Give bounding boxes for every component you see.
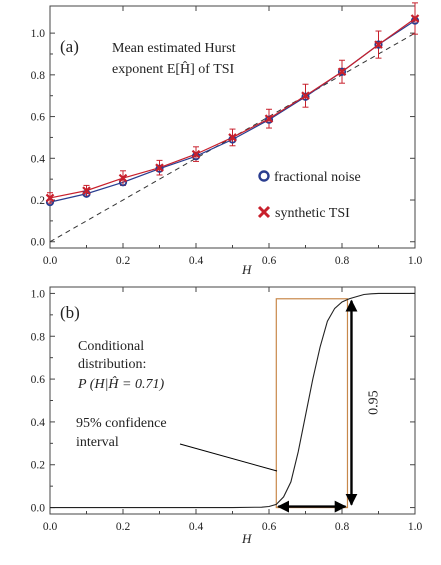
cross-stroke (264, 114, 274, 123)
panel-a-synthetic-tsi-point (155, 163, 164, 172)
panel-a-fractional-noise-point (374, 40, 383, 49)
panel-a-synthetic-tsi-point (191, 149, 201, 159)
panel-b-interval-label-line-1: 95% confidence (76, 416, 167, 431)
panel-a-synthetic-tsi-point (264, 114, 274, 123)
panel-a-synthetic-tsi-point (228, 133, 237, 142)
panel-a-synthetic-tsi-point (82, 186, 91, 195)
panel-b-label: (b) (60, 303, 80, 322)
cross-stroke (301, 91, 310, 100)
panel-b-xtick-label: 0.8 (335, 521, 350, 533)
panel-b-pointer-line (179, 443, 278, 472)
panel-b-interval-label-line-2: interval (76, 435, 119, 450)
panel-b-ytick-label: 0.2 (31, 460, 46, 472)
panel-a-annotation-line-1: Mean estimated Hurst (112, 41, 236, 56)
cross-stroke (155, 163, 164, 172)
cross-stroke (118, 173, 128, 183)
panel-b-ytick-label: 0.4 (31, 417, 46, 429)
panel-a-ytick-label: 0.2 (31, 195, 46, 207)
panel-b-annotation-line-2: distribution: (78, 357, 146, 372)
panel-b-xtick-label: 0.6 (262, 521, 277, 533)
panel-a-ytick-label: 0.6 (31, 112, 46, 124)
panel-b-ytick-label: 0.8 (31, 331, 46, 343)
panel-a-xtick-label: 0.8 (335, 255, 350, 267)
panel-b-xlabel: H (241, 531, 252, 546)
cross-stroke (257, 205, 271, 219)
legend-synthetic-tsi-label: synthetic TSI (275, 206, 350, 221)
panel-b-annotation-line-1: Conditional (78, 339, 144, 354)
cross-stroke (45, 193, 55, 203)
panel-a-label: (a) (60, 37, 79, 56)
panel-b-xtick-label: 0.4 (189, 521, 204, 533)
panel-b-xtick-label: 0.2 (116, 521, 131, 533)
panel-b-ytick-label: 0.6 (31, 374, 46, 386)
cross-stroke (191, 149, 201, 159)
panel-b-xtick-label: 1.0 (408, 521, 423, 533)
panel-a-xtick-label: 0.0 (43, 255, 58, 267)
panel-a-synthetic-tsi-point (118, 173, 128, 183)
cross-stroke (337, 67, 347, 76)
panel-b-formula: P (H|Ĥ = 0.71) (77, 375, 164, 392)
panel-a-ytick-label: 0.4 (31, 153, 46, 165)
panel-a-xtick-label: 0.4 (189, 255, 204, 267)
panel-a-ytick-label: 1.0 (31, 28, 46, 40)
panel-a-synthetic-tsi-point (301, 91, 310, 100)
panel-b-xtick-label: 0.0 (43, 521, 58, 533)
panel-a-synthetic-tsi-point (45, 193, 55, 203)
panel-a-xlabel: H (241, 262, 252, 277)
panel-b-frame (49, 286, 416, 515)
panel-a-synthetic-tsi-point (410, 14, 420, 23)
panel-a-fractional-noise-point (264, 115, 274, 124)
panel-a-fractional-noise-point (301, 92, 310, 101)
cross-stroke (374, 40, 383, 49)
legend-fractional-noise-marker (258, 170, 270, 182)
panel-b-probability-label: 0.95 (366, 390, 381, 415)
cross-stroke (228, 133, 237, 142)
legend-synthetic-tsi-marker (257, 205, 271, 219)
panel-a-xtick-label: 0.2 (116, 255, 131, 267)
panel-a-ytick-label: 0.8 (31, 70, 46, 82)
panel-a-xtick-label: 0.6 (262, 255, 277, 267)
panel-b-ytick-label: 0.0 (31, 503, 46, 515)
panel-a-fractional-noise-point (155, 164, 164, 173)
legend-fractional-noise-label: fractional noise (274, 170, 361, 185)
panel-b-confidence-box (275, 298, 349, 509)
panel-a-fractional-noise-point (337, 67, 347, 76)
panel-a-annotation-line-2: exponent E[Ĥ] of TSI (112, 60, 235, 77)
panel-b-ytick-label: 1.0 (31, 288, 46, 300)
panel-a-synthetic-tsi-point (374, 40, 383, 49)
cross-stroke (82, 186, 91, 195)
cross-stroke (410, 14, 420, 23)
panel-b-distribution-curve (50, 292, 415, 509)
panel-a-ytick-label: 0.0 (31, 237, 46, 249)
panel-a-xtick-label: 1.0 (408, 255, 423, 267)
panel-a-synthetic-tsi-point (337, 67, 347, 76)
